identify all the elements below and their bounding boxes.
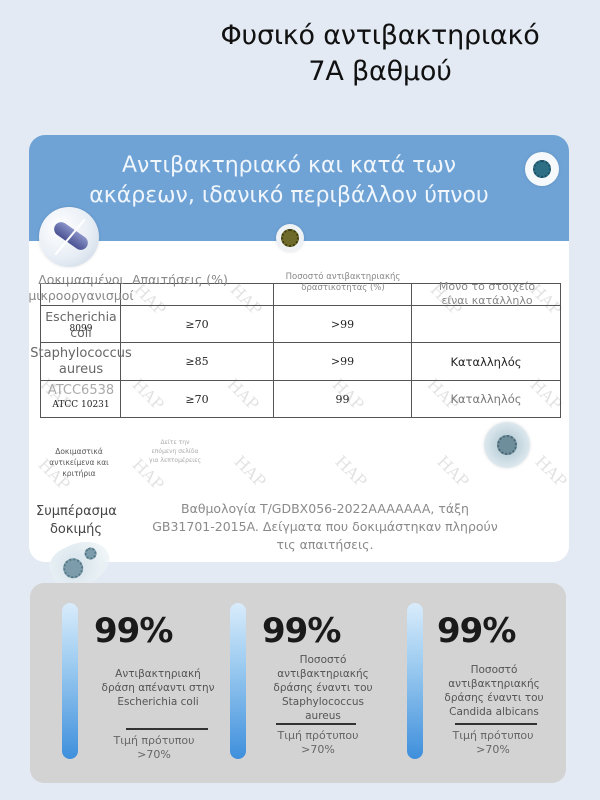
activity-rate: 99 [273,380,412,418]
test-items-note: Δοκιμαστικά αντικείμενα και κριτήρια [49,447,109,478]
title-line-2: 7A βαθμού [308,56,452,87]
virus-icon [484,422,530,468]
crossed-virus-icon [276,224,304,252]
gradient-bar [407,603,423,759]
verdict [411,305,561,343]
stat-card-ecoli: 99% Αντιβακτηριακή δράση απέναντι στην E… [30,583,214,783]
conclusion-text: Βαθμολογία T/GDBX056-2022AAAAAAA, τάξη G… [152,501,498,552]
verdict: Καταλληλός [411,342,561,381]
page-title: Φυσικό αντιβακτηριακό 7A βαθμού [180,18,580,110]
divider [455,723,537,725]
requirement-value: ≥70 [120,305,274,343]
stat-card-candida: 99% Ποσοστό αντιβακτηριακής δράσης έναντ… [375,583,545,783]
bacteria-pill-icon [39,207,99,267]
card-header: Αντιβακτηριακό και κατά των ακάρεων, ιδα… [29,135,569,241]
stat-description: Αντιβακτηριακή δράση απέναντι στην Esche… [101,668,215,708]
strain-code: ATCC 10231 [52,400,110,410]
requirement-value: ≥70 [120,380,274,418]
see-next-page-note: Δείτε την επόμενη σελίδα για λεπτομέρειε… [148,439,202,464]
organism-name: Escherichia coli [45,309,117,340]
title-line-1: Φυσικό αντιβακτηριακό [220,20,540,51]
stat-value: 99% [262,611,341,651]
divider [276,723,356,725]
gradient-bar [230,603,246,759]
table-row: ATCC6538 ATCC 10231 ≥70 99 Καταλληλός [40,380,561,418]
conclusion-label: Συμπέρασμα δοκιμής [36,504,117,537]
stat-card-staph: 99% Ποσοστό αντιβακτηριακής δράσης έναντ… [200,583,373,783]
test-results-table: Δοκιμασμένοι μικροοργανισμοί Απαιτήσεις … [28,272,561,418]
table-row: Staphylococcus aureus ≥85 >99 Καταλληλός [30,342,561,381]
strain-code: 8099 [69,324,93,334]
standard-value: Τιμή πρότυπου >70% [113,734,195,761]
activity-rate: >99 [273,342,412,381]
header-organisms: Δοκιμασμένοι μικροοργανισμοί [28,272,134,306]
organism-name: ATCC6538 [47,383,115,398]
divider [126,728,208,730]
header-text: Αντιβακτηριακό και κατά των ακάρεων, ιδα… [89,153,489,208]
standard-value: Τιμή πρότυπου >70% [277,729,359,756]
gradient-bar [62,603,78,759]
stats-panel: 99% Αντιβακτηριακή δράση απέναντι στην E… [30,583,566,783]
table-row: Escherichia coli 8099 ≥70 >99 [40,305,561,343]
header-verdict: Μονο το στοιχείο είναι κατάλληλο [411,280,561,307]
organism-name: Staphylococcus aureus [30,346,132,377]
header-requirements: Απαιτήσεις (%) [120,272,274,306]
verdict: Καταλληλός [411,380,561,418]
stat-value: 99% [437,611,516,651]
virus-icon [525,152,559,186]
header-activity-rate: Ποσοστό αντιβακτηριακής δραστικότητας (%… [273,272,412,306]
standard-value: Τιμή πρότυπου >70% [452,729,534,756]
activity-rate: >99 [273,305,412,343]
table-header-row: Δοκιμασμένοι μικροοργανισμοί Απαιτήσεις … [28,272,561,307]
stat-description: Ποσοστό αντιβακτηριακής δράσης έναντι το… [444,664,544,718]
requirement-value: ≥85 [120,342,274,381]
stat-value: 99% [94,611,173,651]
stat-description: Ποσοστό αντιβακτηριακής δράσης έναντι το… [273,654,373,722]
